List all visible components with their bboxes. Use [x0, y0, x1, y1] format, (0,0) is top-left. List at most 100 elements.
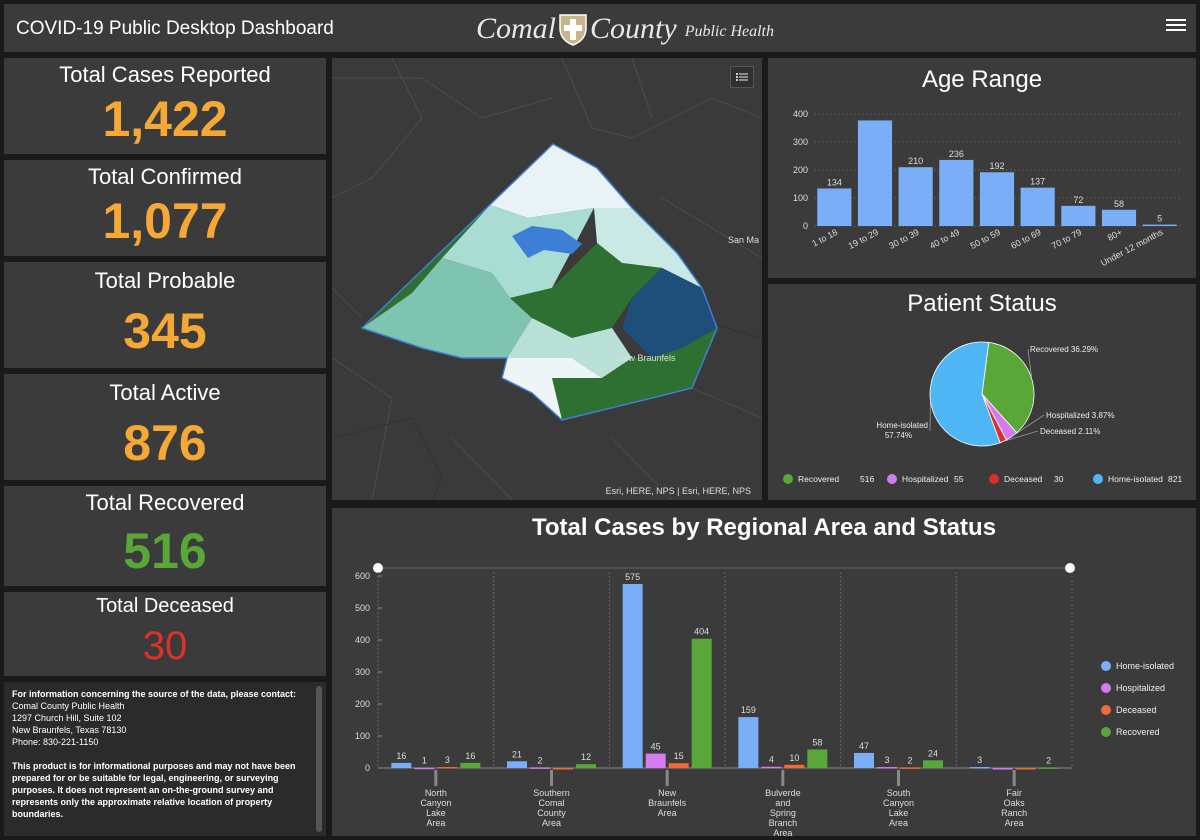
shield-cross-icon — [559, 14, 587, 46]
pie-legend-swatch[interactable] — [887, 474, 897, 484]
list-icon — [736, 73, 748, 81]
region-central-green[interactable] — [510, 243, 662, 338]
hamburger-menu-icon[interactable] — [1166, 16, 1186, 36]
region-legend-swatch[interactable] — [1101, 727, 1111, 737]
age-bar[interactable] — [1061, 205, 1096, 226]
region-east-light[interactable] — [594, 208, 702, 288]
region-southwest-teal[interactable] — [362, 258, 532, 358]
age-bar-label: 72 — [1073, 195, 1083, 205]
region-bar[interactable] — [738, 717, 759, 768]
region-bar[interactable] — [530, 767, 550, 769]
region-legend-swatch[interactable] — [1101, 661, 1111, 671]
region-bar[interactable] — [784, 764, 805, 768]
age-bar[interactable] — [898, 167, 933, 226]
pie-legend-label[interactable]: Recovered — [798, 474, 839, 484]
region-bar[interactable] — [807, 749, 828, 768]
region-bar[interactable] — [1038, 767, 1059, 769]
region-bar[interactable] — [992, 768, 1013, 770]
region-bar[interactable] — [553, 768, 573, 770]
map-legend-button[interactable] — [730, 66, 754, 88]
pie-legend-swatch[interactable] — [783, 474, 793, 484]
age-range-chart[interactable]: 0 100 200 300 400 134 1 to 18 19 to 29 210 30 to … — [768, 58, 1196, 278]
regional-area-title: Total Cases by Regional Area and Status — [531, 514, 997, 541]
region-bar-label: 47 — [859, 741, 869, 751]
region-bar[interactable] — [923, 760, 943, 768]
app-header: COVID-19 Public Desktop Dashboard Comal … — [4, 4, 1196, 52]
pie-legend-label[interactable]: Home-isolated — [1108, 474, 1163, 484]
age-bar-label: 137 — [1030, 177, 1045, 187]
region-x-tick: Southern — [533, 788, 570, 798]
card-total-confirmed: Total Confirmed 1,077 — [4, 160, 326, 256]
region-east-dark[interactable] — [622, 268, 717, 358]
region-bar[interactable] — [668, 763, 689, 768]
pie-slice[interactable] — [981, 341, 1035, 434]
pie-legend-swatch[interactable] — [1093, 474, 1103, 484]
region-x-tick: Canyon — [883, 798, 914, 808]
pie-legend-swatch[interactable] — [989, 474, 999, 484]
region-bar[interactable] — [969, 767, 990, 769]
region-southeast-green[interactable] — [552, 328, 717, 420]
region-category-tick — [897, 770, 900, 786]
region-north-canyon-lake[interactable] — [490, 144, 632, 218]
pie-legend-label[interactable]: Deceased — [1004, 474, 1043, 484]
region-bar[interactable] — [576, 764, 596, 768]
age-bar[interactable] — [857, 120, 893, 226]
region-x-tick: Oaks — [1004, 798, 1026, 808]
region-scroll-handle-left[interactable] — [373, 563, 383, 573]
patient-status-chart[interactable]: Recovered 36.29% Hospitalized 3.87% Deceas… — [768, 284, 1196, 500]
region-legend-swatch[interactable] — [1101, 705, 1111, 715]
region-bar[interactable] — [414, 767, 435, 770]
info-phone: Phone: 830-221-1150 — [12, 737, 99, 747]
pie-leader-line — [1027, 348, 1032, 379]
age-bar-label: 236 — [949, 149, 964, 159]
region-south-tip[interactable] — [502, 358, 602, 420]
map-canvas[interactable]: New Braunfels San Ma — [332, 58, 762, 500]
region-legend-label[interactable]: Deceased — [1116, 705, 1157, 715]
age-y-tick: 300 — [793, 137, 808, 147]
region-bar-label: 21 — [512, 749, 522, 759]
map-roads — [332, 58, 762, 500]
map-attribution[interactable]: Esri, HERE, NPS | Esri, HERE, NPS — [602, 485, 754, 497]
region-bar[interactable] — [645, 753, 666, 768]
region-x-tick: Lake — [889, 808, 909, 818]
pie-label: Home-isolated — [876, 421, 928, 430]
info-scrollbar[interactable] — [316, 686, 322, 832]
pie-legend-value: 30 — [1054, 474, 1064, 484]
pie-legend-value: 55 — [954, 474, 964, 484]
region-south-light[interactable] — [507, 318, 632, 378]
region-bar[interactable] — [460, 762, 481, 768]
age-bar[interactable] — [939, 159, 974, 226]
region-bar[interactable] — [761, 766, 782, 769]
region-legend-label[interactable]: Recovered — [1116, 727, 1160, 737]
pie-legend-label[interactable]: Hospitalized — [902, 474, 949, 484]
region-scroll-handle-right[interactable] — [1065, 563, 1075, 573]
age-bar[interactable] — [979, 172, 1015, 226]
region-bar[interactable] — [900, 767, 920, 769]
age-x-tick: 1 to 18 — [810, 227, 839, 249]
age-bar[interactable] — [1101, 209, 1137, 226]
region-bar[interactable] — [437, 767, 458, 769]
region-canyon-lake-west[interactable] — [442, 205, 594, 298]
region-x-tick: Area — [773, 828, 792, 836]
county-logo: Comal County Public Health — [476, 10, 774, 48]
region-bar[interactable] — [1015, 768, 1036, 770]
age-bar[interactable] — [1020, 187, 1055, 226]
county-map[interactable]: New Braunfels San Ma Esri, HERE, NPS | E… — [332, 58, 762, 500]
pie-slice[interactable] — [929, 341, 1001, 447]
region-legend-label[interactable]: Home-isolated — [1116, 661, 1174, 671]
age-bar[interactable] — [1142, 224, 1177, 226]
region-x-tick: Bulverde — [765, 788, 801, 798]
region-bar[interactable] — [507, 761, 527, 768]
card-value: 30 — [142, 624, 188, 668]
region-bar[interactable] — [622, 584, 643, 768]
region-bar[interactable] — [854, 752, 874, 768]
region-bar[interactable] — [691, 638, 712, 768]
age-bar[interactable] — [817, 188, 852, 226]
region-bar[interactable] — [877, 767, 897, 769]
pie-legend-value: 516 — [860, 474, 874, 484]
region-legend-swatch[interactable] — [1101, 683, 1111, 693]
region-x-tick: Spring — [770, 808, 796, 818]
region-legend-label[interactable]: Hospitalized — [1116, 683, 1165, 693]
region-bar[interactable] — [391, 762, 412, 768]
